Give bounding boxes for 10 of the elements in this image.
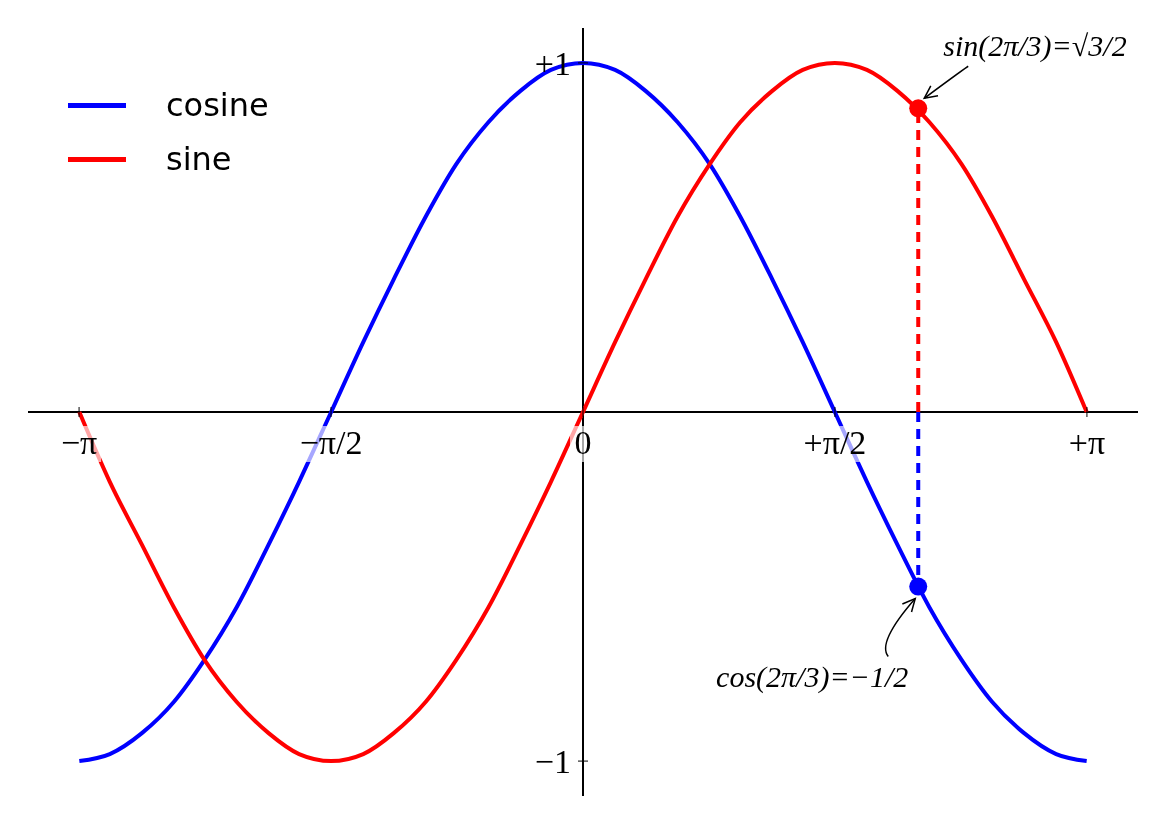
- x-tick-label: +π/2: [803, 424, 867, 461]
- x-tick-label: −π: [60, 424, 98, 461]
- x-tick-label: 0: [574, 424, 592, 461]
- annotation: sin(2π/3)=√3/2: [943, 29, 1127, 64]
- y-tick-label: −1: [534, 743, 571, 781]
- annotation: cos(2π/3)=−1/2: [716, 659, 909, 694]
- legend-label: cosine: [166, 86, 269, 124]
- x-tick-label: −π/2: [299, 424, 363, 461]
- x-tick-label: +π: [1068, 424, 1106, 461]
- legend-label: sine: [166, 140, 232, 178]
